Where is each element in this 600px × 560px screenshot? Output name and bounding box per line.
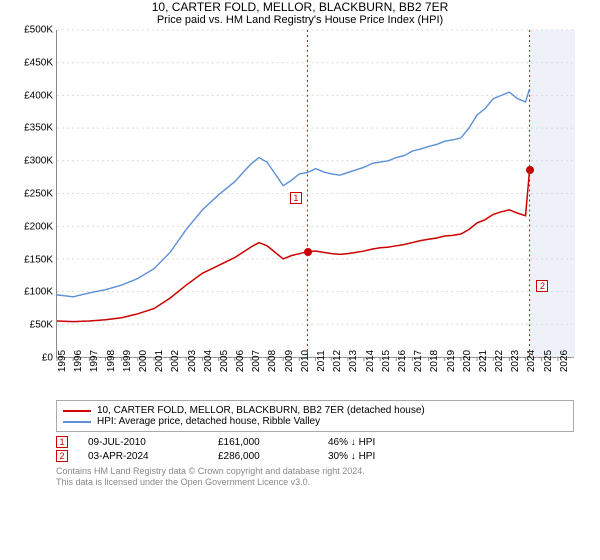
y-tick-label: £450K [24,57,53,68]
footer-line: Contains HM Land Registry data © Crown c… [56,466,574,477]
x-tick-label: 2004 [203,350,214,372]
x-tick-label: 2017 [413,350,424,372]
x-tick-label: 2018 [429,350,440,372]
x-tick-label: 2019 [446,350,457,372]
x-tick-label: 2007 [251,350,262,372]
x-tick-label: 2008 [267,350,278,372]
event-row-2: 2 03-APR-2024 £286,000 30% ↓ HPI [56,450,574,462]
y-tick-label: £150K [24,254,53,265]
y-tick-label: £200K [24,221,53,232]
attribution-footer: Contains HM Land Registry data © Crown c… [56,466,574,489]
y-tick-label: £350K [24,123,53,134]
plot-area: £0£50K£100K£150K£200K£250K£300K£350K£400… [56,30,574,358]
x-tick-label: 2002 [170,350,181,372]
event-price: £286,000 [218,451,308,462]
legend-label: 10, CARTER FOLD, MELLOR, BLACKBURN, BB2 … [97,405,425,416]
event-row-marker: 1 [56,436,68,448]
x-tick-label: 2023 [510,350,521,372]
y-tick-label: £50K [30,320,53,331]
x-tick-label: 1999 [122,350,133,372]
y-tick-label: £0 [42,353,53,364]
y-tick-label: £250K [24,189,53,200]
x-tick-label: 2016 [397,350,408,372]
event-point-1 [304,248,312,256]
chart-title: 10, CARTER FOLD, MELLOR, BLACKBURN, BB2 … [0,0,600,14]
event-date: 03-APR-2024 [88,451,198,462]
x-tick-label: 2005 [219,350,230,372]
x-tick-label: 1995 [57,350,68,372]
legend-row-0: 10, CARTER FOLD, MELLOR, BLACKBURN, BB2 … [63,405,567,416]
x-tick-label: 2013 [348,350,359,372]
event-table: 1 09-JUL-2010 £161,000 46% ↓ HPI 2 03-APR-202… [0,436,600,462]
x-tick-label: 1998 [106,350,117,372]
x-tick-label: 2003 [187,350,198,372]
event-marker-2: 2 [536,280,548,292]
x-tick-label: 2021 [478,350,489,372]
legend-swatch [63,410,91,412]
chart-subtitle: Price paid vs. HM Land Registry's House … [0,14,600,26]
event-point-2 [526,166,534,174]
chart-area: £0 £50K £100K £150K £200K £250K £300K £350K £400… [0,30,600,394]
footer-line: This data is licensed under the Open Gov… [56,477,574,488]
x-tick-label: 2022 [494,350,505,372]
x-tick-label: 1996 [73,350,84,372]
x-tick-label: 2011 [316,350,327,372]
y-tick-label: £500K [24,25,53,36]
x-tick-label: 2001 [154,350,165,372]
x-tick-label: 2025 [543,350,554,372]
event-row-marker: 2 [56,450,68,462]
legend: 10, CARTER FOLD, MELLOR, BLACKBURN, BB2 … [56,400,574,432]
x-tick-label: 2006 [235,350,246,372]
event-marker-1: 1 [290,192,302,204]
event-price: £161,000 [218,437,308,448]
event-delta: 30% ↓ HPI [328,451,375,462]
event-row-1: 1 09-JUL-2010 £161,000 46% ↓ HPI [56,436,574,448]
x-tick-label: 2026 [559,350,570,372]
y-tick-label: £100K [24,287,53,298]
x-tick-label: 2024 [526,350,537,372]
legend-row-1: HPI: Average price, detached house, Ribb… [63,416,567,427]
x-tick-label: 2000 [138,350,149,372]
legend-label: HPI: Average price, detached house, Ribb… [97,416,320,427]
x-tick-label: 2012 [332,350,343,372]
chart-svg [57,30,574,357]
event-date: 09-JUL-2010 [88,437,198,448]
x-tick-label: 2020 [462,350,473,372]
x-tick-label: 1997 [89,350,100,372]
event-delta: 46% ↓ HPI [328,437,375,448]
x-tick-label: 2014 [365,350,376,372]
x-tick-label: 2015 [381,350,392,372]
y-tick-label: £400K [24,90,53,101]
y-tick-label: £300K [24,156,53,167]
legend-swatch [63,421,91,423]
x-tick-label: 2010 [300,350,311,372]
x-tick-label: 2009 [284,350,295,372]
